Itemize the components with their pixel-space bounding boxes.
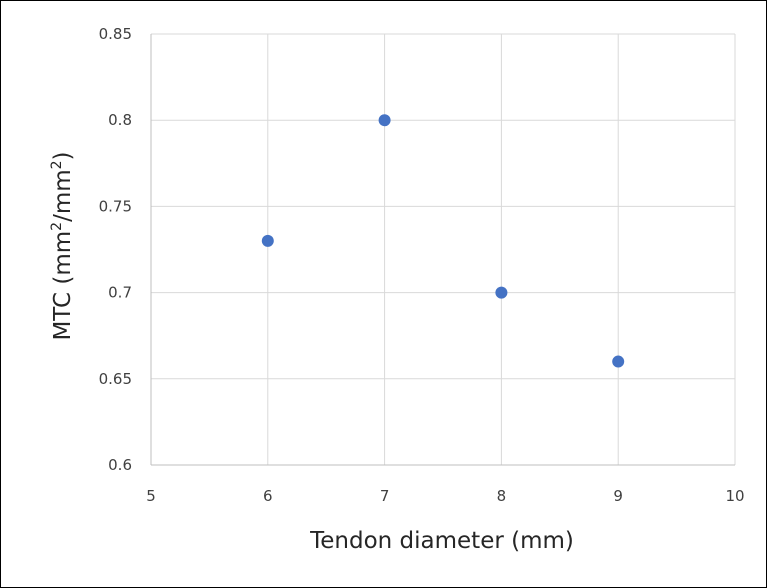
gridlines: [151, 33, 736, 465]
x-axis-title: Tendon diameter (mm): [309, 528, 574, 554]
y-axis-title-suffix: ): [50, 151, 76, 160]
x-tick-label: 5: [146, 487, 156, 505]
data-point: [612, 355, 625, 368]
x-tick-label: 7: [380, 487, 390, 505]
data-point: [378, 114, 391, 127]
y-tick-label: 0.6: [108, 456, 132, 474]
data-point: [261, 234, 274, 247]
y-tick-labels: 0.6 0.65 0.7 0.75 0.8 0.85: [99, 25, 132, 474]
data-point: [495, 286, 508, 299]
y-axis-title-prefix: MTC (mm: [50, 231, 76, 341]
y-axis-title-mid: /mm: [50, 169, 76, 222]
y-tick-label: 0.75: [99, 197, 132, 215]
x-tick-label: 10: [725, 487, 744, 505]
x-tick-label: 6: [263, 487, 273, 505]
y-tick-label: 0.8: [108, 111, 132, 129]
y-tick-label: 0.7: [108, 284, 132, 302]
y-axis-title: MTC (mm2/mm2): [49, 151, 76, 340]
x-tick-label: 8: [497, 487, 507, 505]
data-points: [261, 114, 625, 368]
y-tick-label: 0.65: [99, 370, 132, 388]
x-tick-label: 9: [613, 487, 623, 505]
y-tick-label: 0.85: [99, 25, 132, 43]
y-axis-title-sup1: 2: [49, 222, 65, 231]
y-axis-title-sup2: 2: [49, 160, 65, 169]
axes: [150, 34, 735, 466]
x-tick-labels: 5 6 7 8 9 10: [146, 487, 744, 505]
